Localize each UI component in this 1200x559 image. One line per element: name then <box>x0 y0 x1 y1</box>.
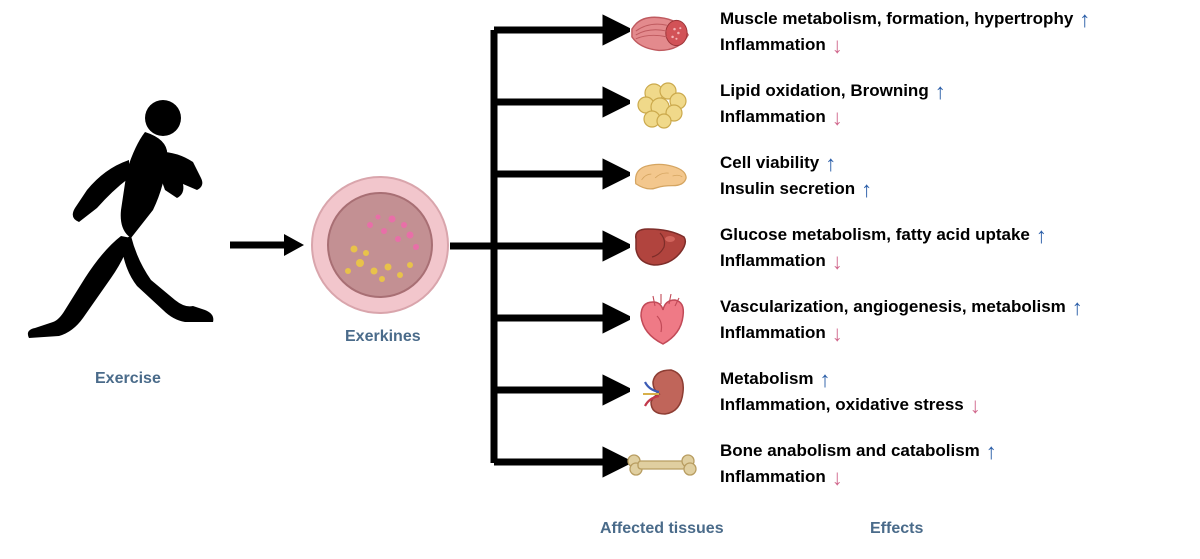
muscle-effect-2: Inflammation↓ <box>720 34 843 56</box>
heart-icon <box>632 294 692 346</box>
liver-effect-2: Inflammation↓ <box>720 250 843 272</box>
liver-effect-1: Glucose metabolism, fatty acid uptake↑ <box>720 224 1047 246</box>
runner-icon <box>25 90 235 350</box>
kidney-icon <box>634 366 694 418</box>
bone-effect-2: Inflammation↓ <box>720 466 843 488</box>
exercise-label: Exercise <box>95 370 161 388</box>
bone-icon <box>626 448 698 482</box>
pancreas-effect-1: Cell viability↑ <box>720 152 836 174</box>
effects-label: Effects <box>870 520 923 538</box>
adipose-effect-1: Lipid oxidation, Browning↑ <box>720 80 946 102</box>
exerkines-label: Exerkines <box>345 328 421 346</box>
muscle-effect-1: Muscle metabolism, formation, hypertroph… <box>720 8 1090 30</box>
branch-arrows <box>450 0 630 530</box>
muscle-icon <box>630 8 690 58</box>
pancreas-effect-2: Insulin secretion↑ <box>720 178 872 200</box>
kidney-effect-2: Inflammation, oxidative stress↓ <box>720 394 981 416</box>
arrow-exercise-to-exerkines <box>228 232 306 258</box>
kidney-effect-1: Metabolism↑ <box>720 368 831 390</box>
pancreas-icon <box>630 154 690 198</box>
heart-effect-1: Vascularization, angiogenesis, metabolis… <box>720 296 1083 318</box>
liver-icon <box>630 224 690 272</box>
affected-tissues-label: Affected tissues <box>600 520 724 538</box>
adipose-icon <box>632 78 692 133</box>
bone-effect-1: Bone anabolism and catabolism↑ <box>720 440 997 462</box>
exerkines-icon <box>310 175 450 315</box>
adipose-effect-2: Inflammation↓ <box>720 106 843 128</box>
heart-effect-2: Inflammation↓ <box>720 322 843 344</box>
